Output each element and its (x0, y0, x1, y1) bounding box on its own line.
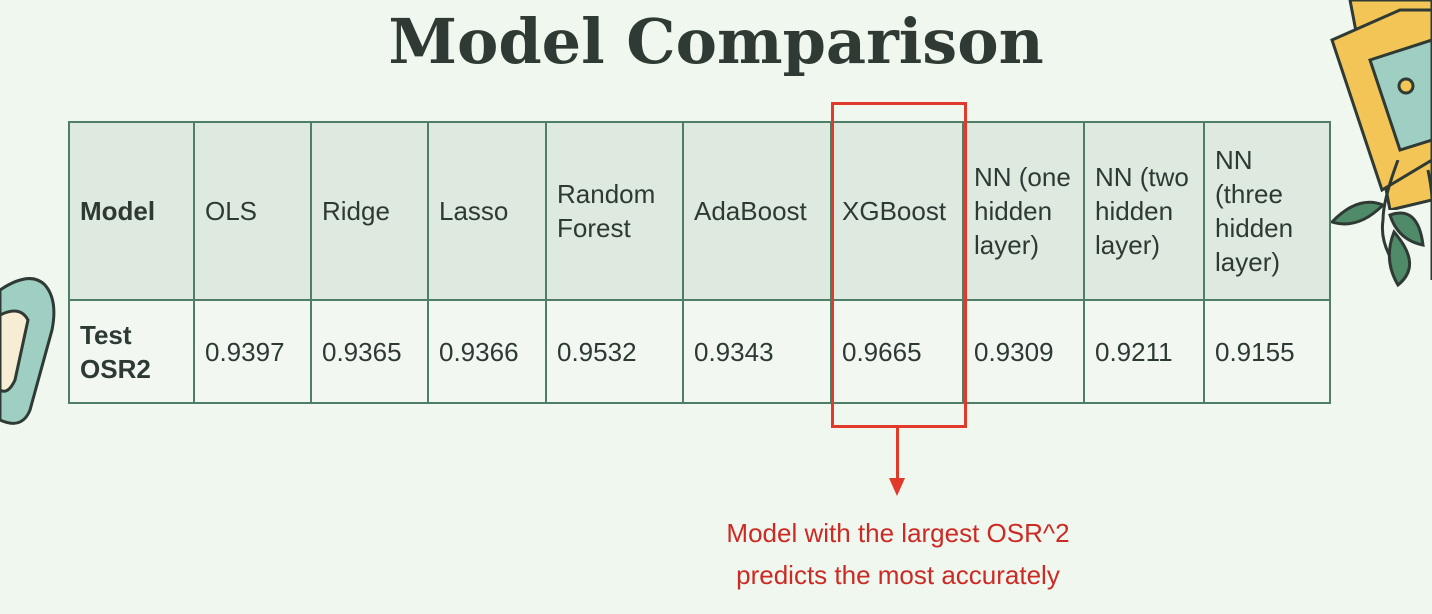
column-header: NN (two hidden layer) (1083, 121, 1205, 301)
annotation-note: Model with the largest OSR^2 predicts th… (640, 512, 1156, 596)
annotation-line-2: predicts the most accurately (736, 560, 1060, 590)
value-cell: 0.9155 (1203, 299, 1331, 404)
model-comparison-table: Model OLS Ridge Lasso Random Forest AdaB… (68, 121, 1331, 404)
column-header: NN (one hidden layer) (962, 121, 1085, 301)
table-row: Test OSR2 0.9397 0.9365 0.9366 0.9532 0.… (68, 299, 1331, 404)
leaves-sticker (1329, 160, 1432, 288)
column-header: XGBoost (830, 121, 964, 301)
column-header: AdaBoost (682, 121, 832, 301)
value-cell: 0.9532 (545, 299, 684, 404)
annotation-line-1: Model with the largest OSR^2 (726, 518, 1070, 548)
column-header: Ridge (310, 121, 429, 301)
header-label-cell: Model (68, 121, 195, 301)
column-header: OLS (193, 121, 312, 301)
column-header: Random Forest (545, 121, 684, 301)
value-cell: 0.9365 (310, 299, 429, 404)
tablet-sticker (0, 277, 56, 425)
value-cell: 0.9211 (1083, 299, 1205, 404)
page-title: Model Comparison (388, 5, 1044, 78)
photo-frame-sticker (1330, 0, 1432, 210)
row-label-cell: Test OSR2 (68, 299, 195, 404)
table-header-row: Model OLS Ridge Lasso Random Forest AdaB… (68, 121, 1331, 301)
value-cell: 0.9665 (830, 299, 964, 404)
column-header: NN (three hidden layer) (1203, 121, 1331, 301)
value-cell: 0.9309 (962, 299, 1085, 404)
column-header: Lasso (427, 121, 547, 301)
arrow-down-icon (889, 478, 905, 496)
arrow-line (896, 425, 899, 482)
value-cell: 0.9343 (682, 299, 832, 404)
xgboost-highlight-box (831, 102, 967, 428)
value-cell: 0.9366 (427, 299, 547, 404)
value-cell: 0.9397 (193, 299, 312, 404)
